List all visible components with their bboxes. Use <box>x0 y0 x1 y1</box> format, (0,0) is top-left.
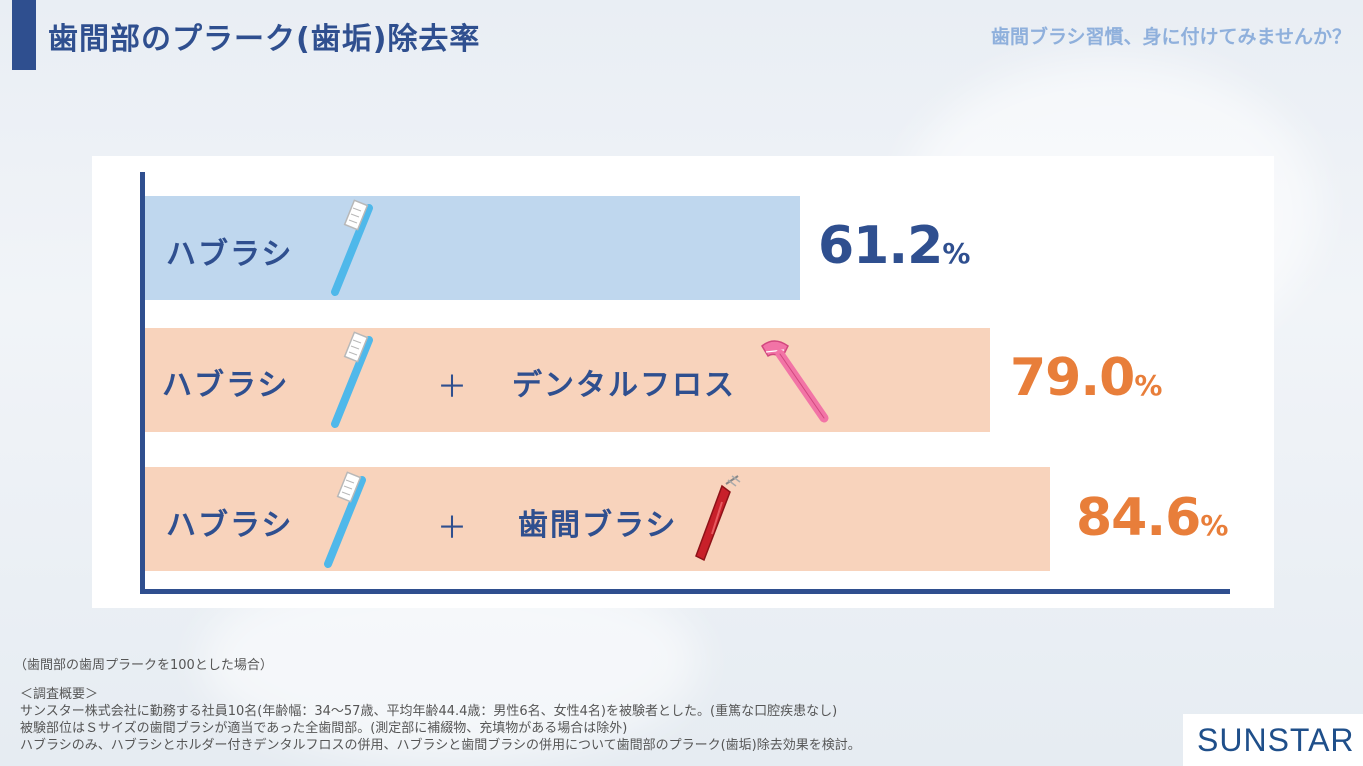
toothbrush-icon <box>331 199 373 296</box>
bar-label-toothbrush: ハブラシ <box>166 508 294 543</box>
logo-text: SUNSTAR <box>1197 722 1355 758</box>
plus-sign: ＋ <box>437 511 467 546</box>
bar-label-dental-floss: デンタルフロス <box>512 368 736 403</box>
note-basis: （歯間部の歯周プラークを100とした場合） <box>14 658 273 673</box>
value-number: 84.6 <box>1076 488 1201 548</box>
value-toothbrush-floss: 79.0% <box>1010 348 1162 408</box>
interdental-brush-icon <box>695 475 741 562</box>
note-line: ハブラシのみ、ハブラシとホルダー付きデンタルフロスの併用、ハブラシと歯間ブラシの… <box>20 738 861 753</box>
note-line: 被験部位はＳサイズの歯間ブラシが適当であった全歯間部。(測定部に補綴物、充填物が… <box>20 721 628 736</box>
bar-label-interdental-brush: 歯間ブラシ <box>518 508 678 543</box>
bar-toothbrush-floss <box>145 328 990 432</box>
toothbrush-icon <box>331 331 373 428</box>
sunstar-logo: SUNSTAR <box>1183 714 1363 766</box>
plus-sign: ＋ <box>437 370 467 405</box>
bar-label-toothbrush: ハブラシ <box>166 237 294 272</box>
value-toothbrush: 61.2% <box>818 216 970 276</box>
value-toothbrush-interdental: 84.6% <box>1076 488 1228 548</box>
value-unit: % <box>1200 509 1228 542</box>
value-unit: % <box>942 237 970 270</box>
toothbrush-icon <box>324 471 366 568</box>
bar-toothbrush <box>145 196 800 300</box>
bar-label-toothbrush: ハブラシ <box>162 368 290 403</box>
note-heading: ＜調査概要＞ <box>20 687 99 702</box>
page-subtitle: 歯間ブラシ習慣、身に付けてみませんか？ <box>990 26 1351 48</box>
note-line: サンスター株式会社に勤務する社員10名(年齢幅：34〜57歳、平均年齢44.4歳… <box>20 704 838 719</box>
bar-toothbrush-interdental <box>145 467 1050 571</box>
value-number: 61.2 <box>818 216 943 276</box>
value-unit: % <box>1134 369 1162 402</box>
y-axis <box>140 172 145 594</box>
value-number: 79.0 <box>1010 348 1135 408</box>
page-title: 歯間部のプラーク(歯垢)除去率 <box>48 22 481 57</box>
dental-floss-icon <box>761 340 829 423</box>
title-accent-bar <box>12 0 36 70</box>
x-axis <box>140 589 1230 594</box>
